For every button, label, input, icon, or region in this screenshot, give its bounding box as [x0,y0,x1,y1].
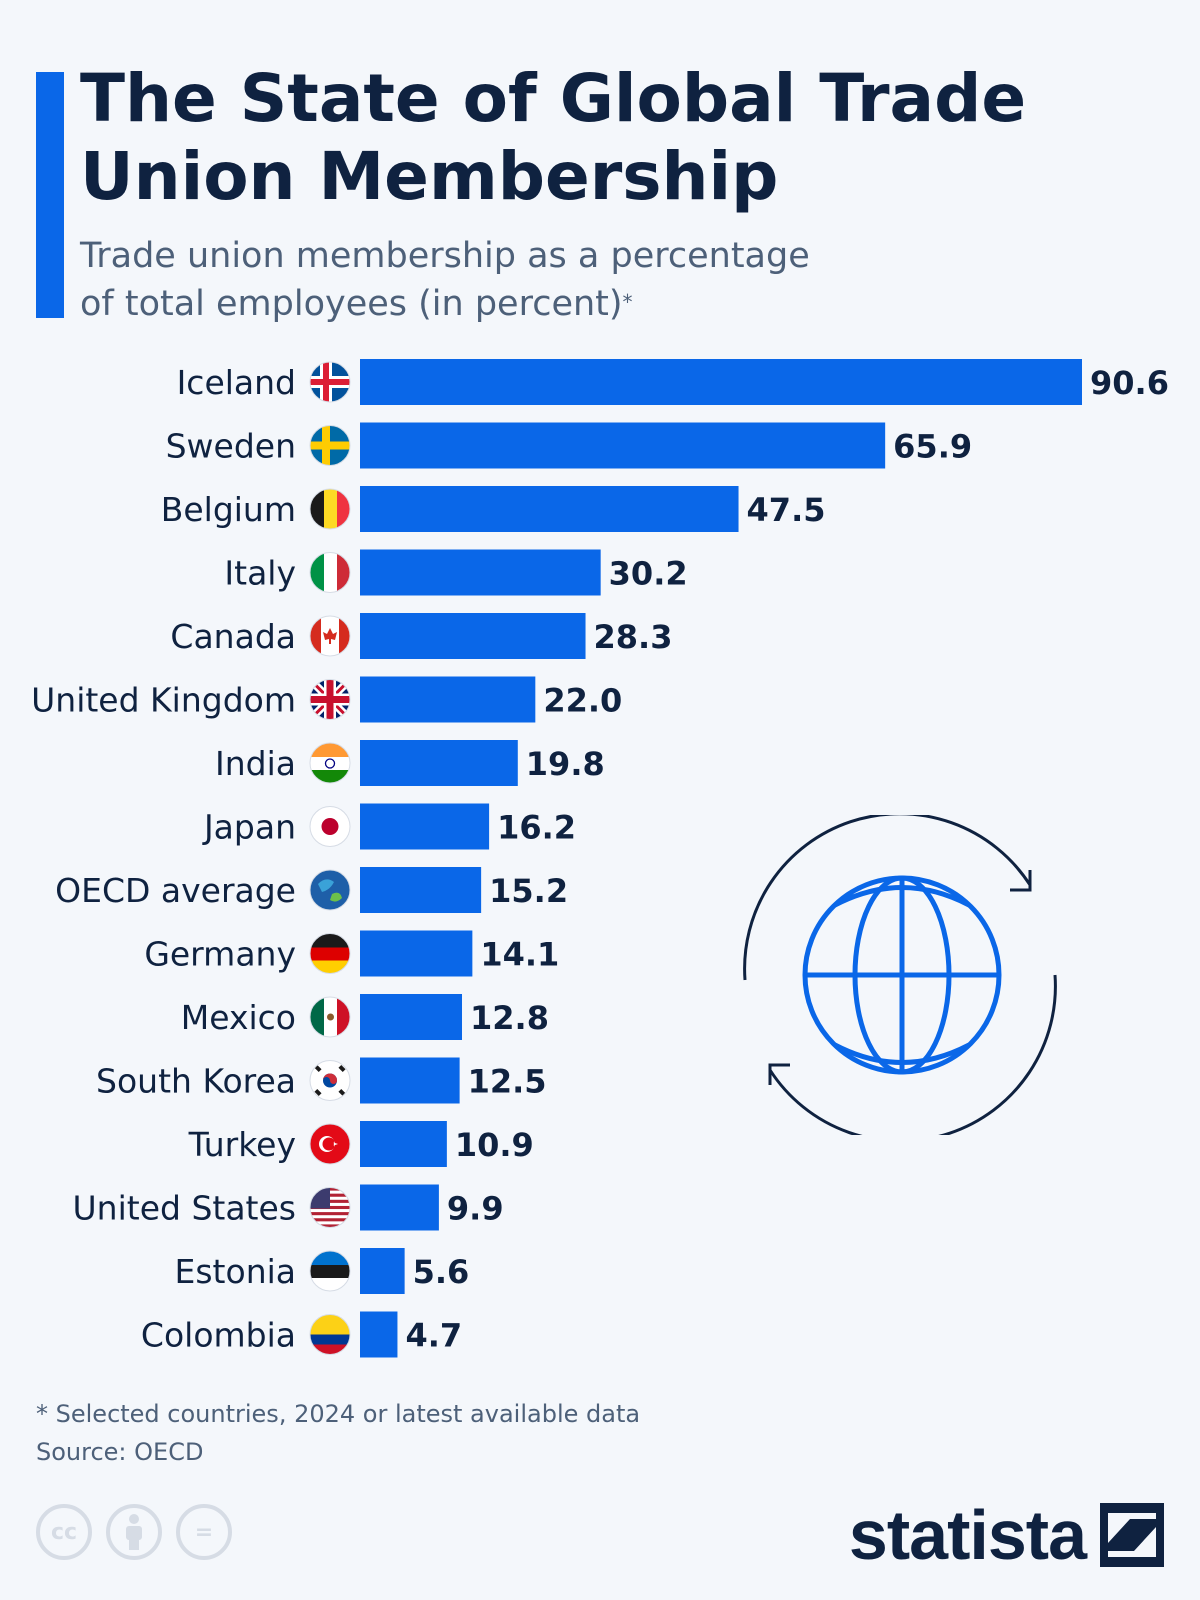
bar[interactable] [360,1057,460,1104]
estonia-flag-icon [309,1250,351,1292]
statista-logo-icon [1100,1503,1164,1567]
value-label: 22.0 [543,682,622,720]
india-flag-icon [309,742,351,784]
value-label: 30.2 [609,555,688,593]
usa-flag-icon [309,1187,351,1228]
canada-flag-icon [309,615,351,657]
value-label: 47.5 [747,491,826,529]
value-label: 12.5 [468,1063,547,1101]
category-label: Colombia [141,1316,296,1355]
no-derivatives-icon[interactable]: = [176,1504,232,1560]
category-label: Sweden [166,427,296,466]
bar[interactable] [360,1248,405,1294]
accent-bar [36,72,64,318]
category-label: India [215,744,296,783]
germany-flag-icon [309,933,351,974]
value-label: 14.1 [480,936,559,974]
category-label: Mexico [181,998,296,1037]
subtitle: Trade union membership as a percentage o… [80,232,980,328]
bar[interactable] [360,1121,447,1167]
brand[interactable]: statista [849,1500,1164,1570]
japan-flag-icon [309,806,351,847]
value-label: 4.7 [405,1317,462,1355]
category-label: Canada [170,617,296,656]
subtitle-line-2: of total employees (in percent) [80,284,623,324]
bar[interactable] [360,486,739,532]
uk-flag-icon [309,679,351,720]
bar[interactable] [360,740,518,786]
bar[interactable] [360,549,601,596]
category-label: South Korea [96,1062,296,1101]
belgium-flag-icon [309,488,351,530]
license-icons: cc = [36,1504,232,1560]
category-label: Germany [144,935,296,974]
value-label: 12.8 [470,999,549,1037]
value-label: 15.2 [489,872,568,910]
value-label: 10.9 [455,1126,534,1164]
cc-icon[interactable]: cc [36,1504,92,1560]
mexico-flag-icon [309,996,351,1038]
colombia-flag-icon [309,1314,351,1355]
attribution-icon[interactable] [106,1504,162,1560]
category-label: Turkey [188,1125,296,1164]
category-label: Estonia [175,1252,296,1291]
south-korea-flag-icon [309,1060,351,1101]
subtitle-footnote-mark: * [622,290,633,314]
value-label: 16.2 [497,809,576,847]
turkey-flag-icon [309,1123,351,1165]
bar[interactable] [360,1184,439,1231]
brand-name: statista [848,1496,1087,1574]
category-label: United States [73,1189,296,1228]
value-label: 65.9 [893,428,972,466]
value-label: 28.3 [594,618,673,656]
bar-chart: Iceland 90.6 Sweden 65.9 Belgium 47.5 Italy 30.… [31,359,1169,1358]
oecd-logo-icon [309,869,351,911]
footnote: * Selected countries, 2024 or latest ava… [36,1400,641,1428]
category-label: Iceland [177,363,296,402]
bar[interactable] [360,359,1082,405]
category-label: Belgium [161,490,296,529]
italy-flag-icon [309,552,351,593]
value-label: 9.9 [447,1190,504,1228]
value-label: 90.6 [1090,364,1169,402]
bar[interactable] [360,613,586,659]
bar[interactable] [360,803,490,850]
sweden-flag-icon [309,425,351,466]
bar[interactable] [360,422,886,469]
subtitle-line-1: Trade union membership as a percentage [80,236,810,276]
category-label: Japan [202,808,296,847]
iceland-flag-icon [309,361,351,403]
category-label: United Kingdom [31,681,296,720]
value-label: 19.8 [526,745,605,783]
category-label: Italy [224,554,296,593]
bar[interactable] [360,676,536,723]
globe-refresh-icon [743,815,1057,1135]
category-label: OECD average [55,871,296,910]
bar[interactable] [360,1311,398,1358]
bar[interactable] [360,867,482,913]
page-title: The State of Global Trade Union Membersh… [80,60,1027,215]
bar[interactable] [360,994,463,1040]
bar[interactable] [360,930,473,977]
source: Source: OECD [36,1438,204,1466]
value-label: 5.6 [413,1253,470,1291]
